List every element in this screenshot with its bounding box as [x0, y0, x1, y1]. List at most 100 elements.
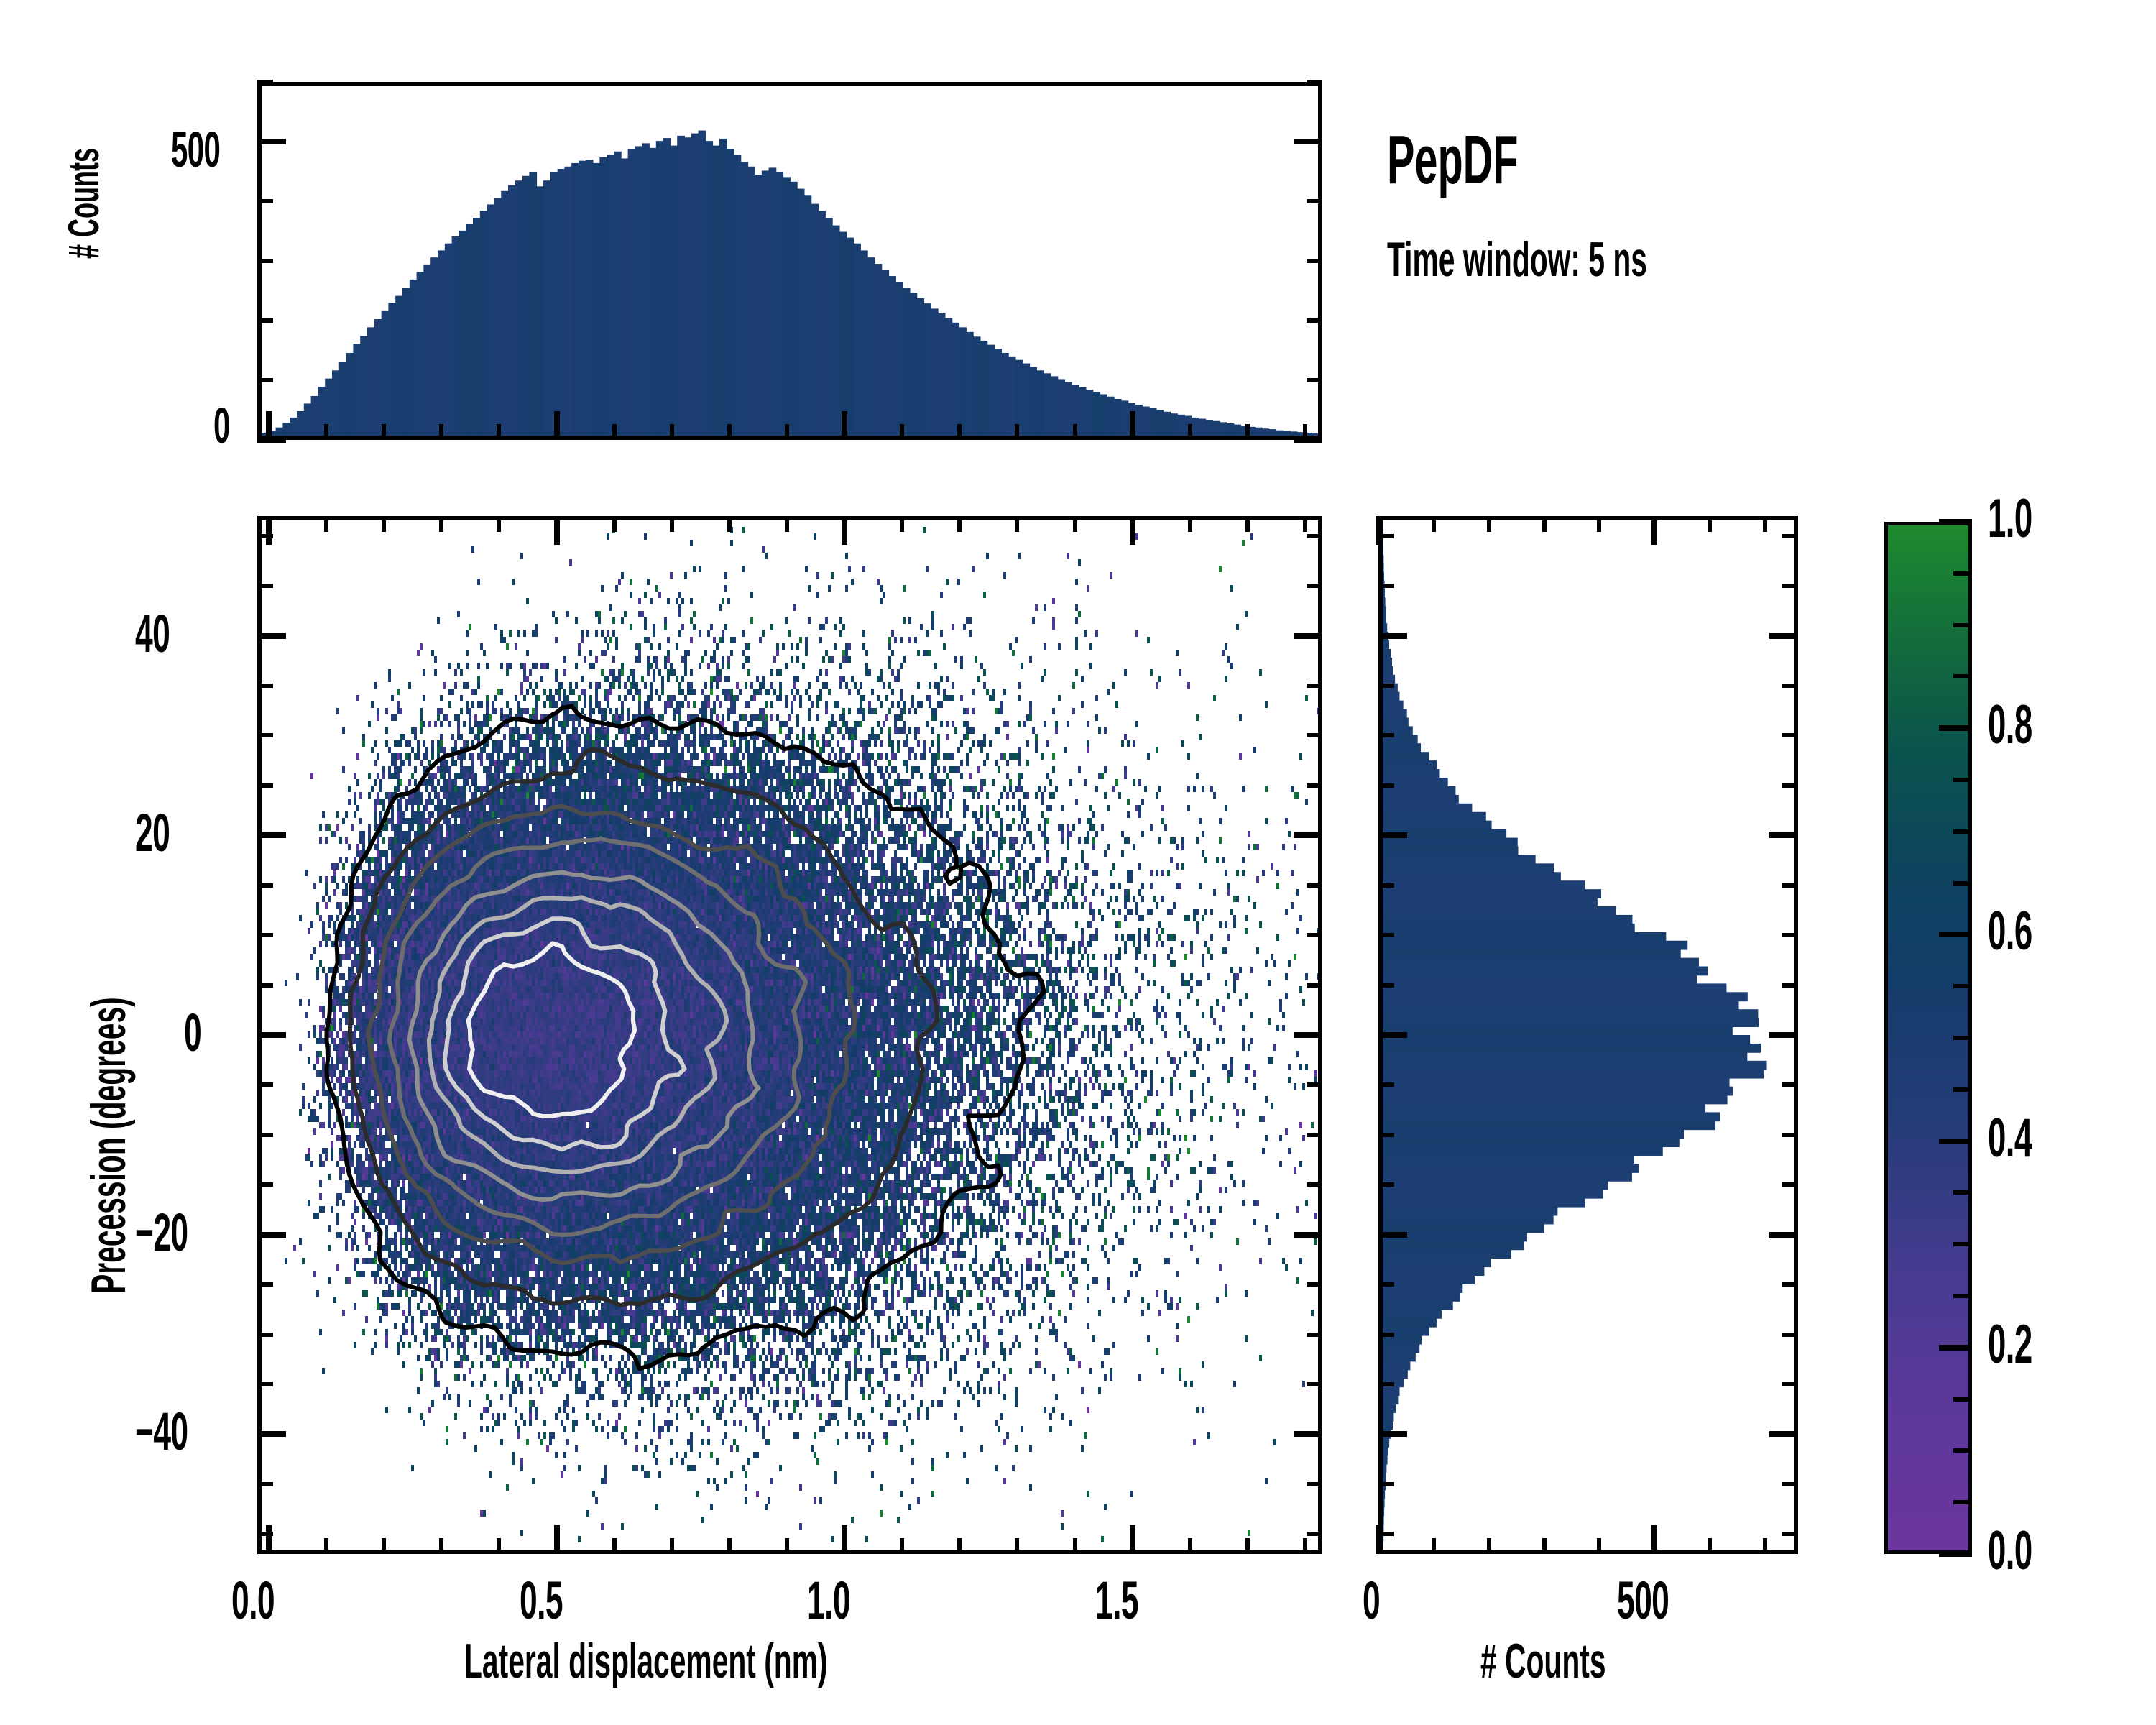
axis-tick: [1953, 984, 1972, 989]
axis-tick: [1245, 424, 1250, 440]
axis-tick: [1307, 1381, 1322, 1386]
axis-tick: [1782, 883, 1798, 888]
right-xtick-0-text: 0: [1363, 1570, 1381, 1630]
axis-tick: [257, 1381, 273, 1386]
axis-tick: [1302, 1538, 1307, 1554]
axis-tick: [1953, 622, 1972, 627]
axis-tick: [900, 516, 905, 532]
axis-tick: [1378, 832, 1407, 839]
axis-tick: [257, 632, 286, 639]
main-panel-xlabel: Lateral displacement (nm): [464, 1634, 828, 1688]
axis-tick: [1378, 1431, 1407, 1438]
main-xtick-2: 1.0: [807, 1570, 879, 1631]
axis-tick: [257, 1032, 286, 1038]
axis-tick: [1307, 259, 1322, 263]
right-xtick-1: 500: [1617, 1570, 1703, 1631]
axis-tick: [957, 1538, 962, 1554]
axis-tick: [1307, 1182, 1322, 1187]
axis-tick: [497, 424, 502, 440]
main-ytick-0: 40: [135, 603, 193, 664]
axis-tick: [1953, 880, 1972, 886]
joint-heatmap-panel: [257, 516, 1322, 1554]
axis-tick: [1651, 516, 1658, 545]
axis-tick: [1307, 684, 1322, 689]
axis-tick: [1307, 1332, 1322, 1337]
axis-tick: [957, 516, 962, 532]
top-ytick-label-0: 0: [213, 397, 230, 454]
axis-tick: [257, 1082, 273, 1087]
cbar-tick-2-text: 0.4: [1988, 1107, 2032, 1169]
cbar-tick-0: 0.0: [1988, 1519, 2062, 1582]
axis-tick: [1378, 933, 1394, 938]
axis-tick: [1072, 424, 1077, 440]
axis-tick: [1431, 516, 1436, 532]
axis-tick: [1378, 783, 1394, 788]
axis-tick: [1376, 516, 1381, 545]
right-xtick-1-text: 500: [1617, 1570, 1669, 1630]
axis-tick: [1378, 1332, 1394, 1337]
axis-tick: [497, 1538, 502, 1554]
axis-tick: [1953, 674, 1972, 679]
axis-tick: [842, 411, 848, 440]
axis-tick: [1953, 778, 1972, 782]
axis-tick: [1378, 1032, 1407, 1038]
title-block: PepDF Time window: 5 ns: [1387, 121, 1820, 287]
axis-tick: [1939, 932, 1972, 938]
axis-tick: [1378, 1132, 1394, 1137]
axis-tick: [266, 1525, 272, 1554]
axis-tick: [1245, 1538, 1250, 1554]
figure-subtitle-text: Time window: 5 ns: [1387, 232, 1647, 287]
axis-tick: [1015, 516, 1020, 532]
axis-tick: [1782, 933, 1798, 938]
axis-tick: [1769, 832, 1798, 839]
axis-tick: [257, 684, 273, 689]
axis-tick: [1939, 1551, 1972, 1557]
axis-tick: [1486, 1538, 1491, 1554]
axis-tick: [1708, 1538, 1713, 1554]
main-ytick-3-text: −20: [135, 1202, 188, 1262]
axis-tick: [439, 1538, 444, 1554]
cbar-tick-1: 0.2: [1988, 1313, 2062, 1376]
axis-tick: [1307, 80, 1322, 84]
axis-tick: [1597, 516, 1602, 532]
axis-tick: [1953, 1036, 1972, 1040]
main-ytick-2-text: 0: [184, 1003, 202, 1062]
axis-tick: [1762, 1538, 1767, 1554]
axis-tick: [257, 1532, 273, 1537]
axis-tick: [612, 1538, 617, 1554]
axis-tick: [1762, 516, 1767, 532]
axis-tick: [1378, 883, 1394, 888]
axis-tick: [257, 533, 273, 538]
cbar-tick-4-text: 0.8: [1988, 694, 2032, 756]
page-title-text: PepDF: [1387, 121, 1519, 198]
axis-tick: [1307, 783, 1322, 788]
axis-tick: [1378, 584, 1394, 589]
axis-tick: [669, 516, 674, 532]
main-ytick-4-text: −40: [135, 1402, 188, 1462]
axis-tick: [1708, 516, 1713, 532]
axis-tick: [1769, 632, 1798, 639]
axis-tick: [727, 1538, 732, 1554]
axis-tick: [1294, 1431, 1322, 1438]
axis-tick: [1129, 516, 1135, 545]
axis-tick: [727, 424, 732, 440]
axis-tick: [324, 424, 329, 440]
axis-tick: [1015, 424, 1020, 440]
right-histogram-canvas: [1383, 520, 1794, 1550]
axis-tick: [1651, 1525, 1658, 1554]
axis-tick: [1953, 1448, 1972, 1453]
axis-tick: [1307, 1532, 1322, 1537]
axis-tick: [257, 832, 286, 839]
top-histogram-canvas: [262, 86, 1318, 436]
axis-tick: [1939, 1344, 1972, 1351]
main-ytick-3: −20: [135, 1202, 224, 1263]
main-xtick-0-text: 0.0: [231, 1570, 275, 1630]
axis-tick: [1294, 632, 1322, 639]
axis-tick: [439, 516, 444, 532]
axis-tick: [257, 1481, 273, 1486]
axis-tick: [1953, 829, 1972, 834]
axis-tick: [324, 1538, 329, 1554]
axis-tick: [257, 1332, 273, 1337]
axis-tick: [1953, 1242, 1972, 1247]
axis-tick: [1307, 983, 1322, 988]
